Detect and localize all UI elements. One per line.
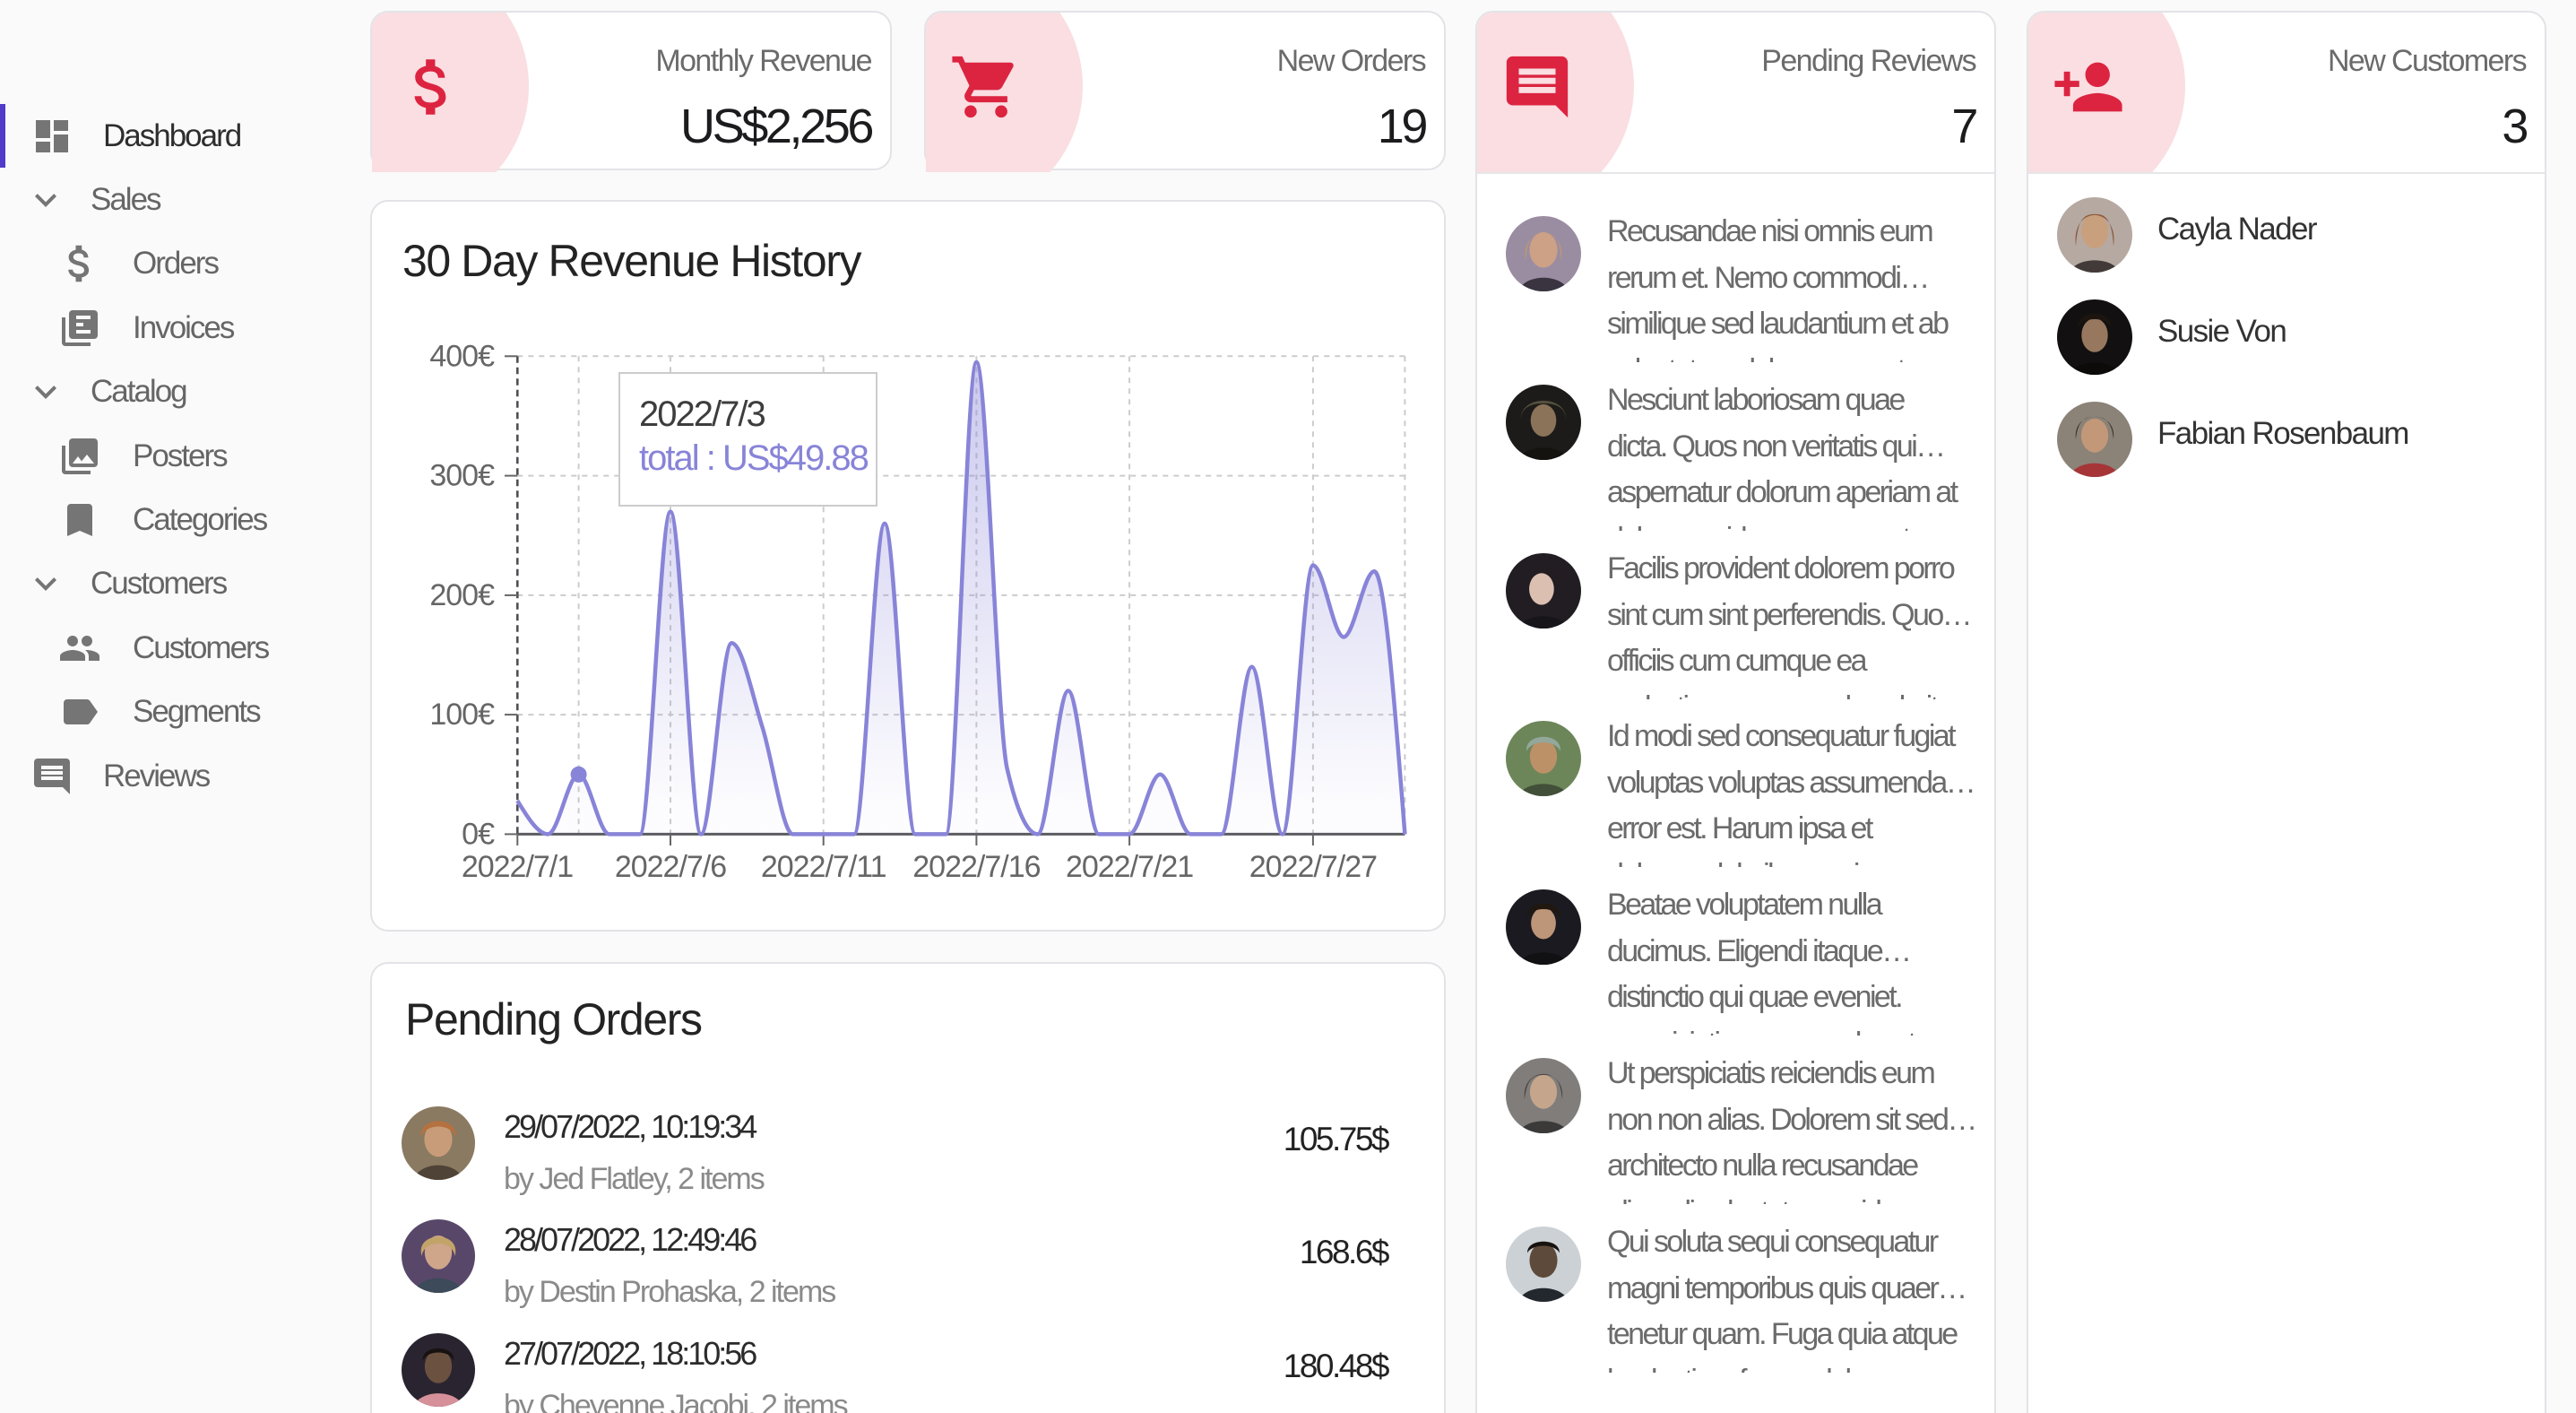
svg-text:200€: 200€ (429, 578, 495, 612)
svg-text:2022/7/11: 2022/7/11 (761, 850, 886, 884)
svg-text:2022/7/6: 2022/7/6 (615, 850, 726, 884)
svg-text:0€: 0€ (462, 817, 495, 851)
svg-text:100€: 100€ (429, 698, 495, 732)
svg-text:2022/7/16: 2022/7/16 (912, 850, 1040, 884)
svg-text:2022/7/1: 2022/7/1 (462, 850, 573, 884)
svg-text:400€: 400€ (429, 339, 495, 373)
svg-text:300€: 300€ (429, 459, 495, 493)
svg-text:2022/7/21: 2022/7/21 (1066, 850, 1193, 884)
svg-text:2022/7/27: 2022/7/27 (1249, 850, 1377, 884)
